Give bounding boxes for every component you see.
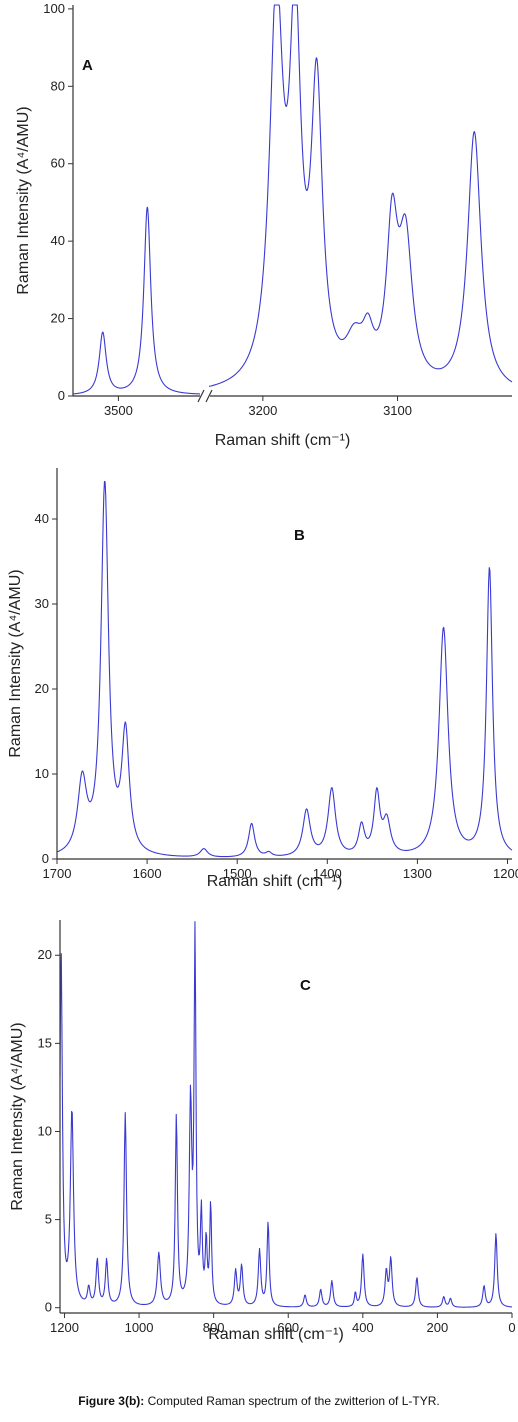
- x-tick-label: 3200: [248, 403, 277, 418]
- x-axis-title: Raman shift (cm⁻¹): [208, 1326, 344, 1343]
- caption-lead: Figure 3(b):: [78, 1394, 145, 1408]
- spectrum-line-1: [72, 206, 202, 395]
- x-tick-label: 3100: [383, 403, 412, 418]
- x-tick-label: 1200: [493, 866, 518, 881]
- axis-break-mark: [205, 389, 213, 403]
- y-tick-label: 20: [38, 947, 52, 962]
- x-tick-label: 1600: [133, 866, 162, 881]
- y-tick-label: 80: [51, 78, 65, 93]
- panel-label: A: [82, 57, 93, 74]
- panel-label: B: [294, 527, 305, 544]
- y-tick-label: 20: [51, 311, 65, 326]
- y-tick-label: 0: [45, 1300, 52, 1315]
- panel-b: 1700 1600 1500 1400 1300 1200 0 10 20 30 40 Raman s…: [7, 468, 518, 890]
- x-tick-label: 600: [277, 1320, 299, 1335]
- x-tick-label: 1200: [50, 1320, 79, 1335]
- x-tick-label: 1700: [43, 866, 72, 881]
- panel-c: 1200 1000 800 600 400 200 0 0 5 10 15 20 Raman shift…: [9, 920, 516, 1343]
- y-tick-label: 10: [38, 1123, 52, 1138]
- x-tick-label: 800: [203, 1320, 225, 1335]
- axis-break-gap: [200, 390, 210, 402]
- spectrum-line-2: [208, 4, 513, 387]
- y-tick-label: 0: [58, 388, 65, 403]
- y-axis-title: Raman Intensity (A⁴/AMU): [7, 569, 24, 757]
- y-tick-label: 60: [51, 156, 65, 171]
- y-tick-label: 30: [35, 596, 49, 611]
- y-tick-label: 15: [38, 1035, 52, 1050]
- spectrum-line-1: [56, 480, 513, 858]
- y-tick-label: 5: [45, 1212, 52, 1227]
- x-tick-label: 1300: [403, 866, 432, 881]
- x-tick-label: 1500: [223, 866, 252, 881]
- y-tick-label: 0: [42, 851, 49, 866]
- y-tick-label: 40: [35, 511, 49, 526]
- x-axis-title: Raman shift (cm⁻¹): [215, 432, 351, 449]
- y-tick-label: 100: [43, 1, 65, 16]
- y-axis-title: Raman Intensity (A⁴/AMU): [15, 106, 32, 294]
- figure-caption: Figure 3(b): Computed Raman spectrum of …: [0, 1394, 518, 1408]
- x-tick-label: 0: [508, 1320, 515, 1335]
- panel-label: C: [300, 977, 311, 994]
- caption-text: Computed Raman spectrum of the zwitterio…: [147, 1394, 440, 1408]
- x-tick-label: 3500: [104, 403, 133, 418]
- y-tick-label: 20: [35, 681, 49, 696]
- x-tick-label: 1000: [125, 1320, 154, 1335]
- spectrum-line-1: [59, 921, 513, 1308]
- x-axis-title: Raman shift (cm⁻¹): [207, 873, 343, 890]
- y-tick-label: 10: [35, 766, 49, 781]
- panel-a: 3500 3200 3100 0 20 40 60 80 100 Raman shift (cm⁻…: [15, 1, 513, 449]
- axis-break-mark: [197, 389, 205, 403]
- y-axis-title: Raman Intensity (A⁴/AMU): [9, 1022, 26, 1210]
- x-tick-label: 400: [352, 1320, 374, 1335]
- x-tick-label: 200: [427, 1320, 449, 1335]
- y-tick-label: 40: [51, 233, 65, 248]
- x-tick-label: 1400: [313, 866, 342, 881]
